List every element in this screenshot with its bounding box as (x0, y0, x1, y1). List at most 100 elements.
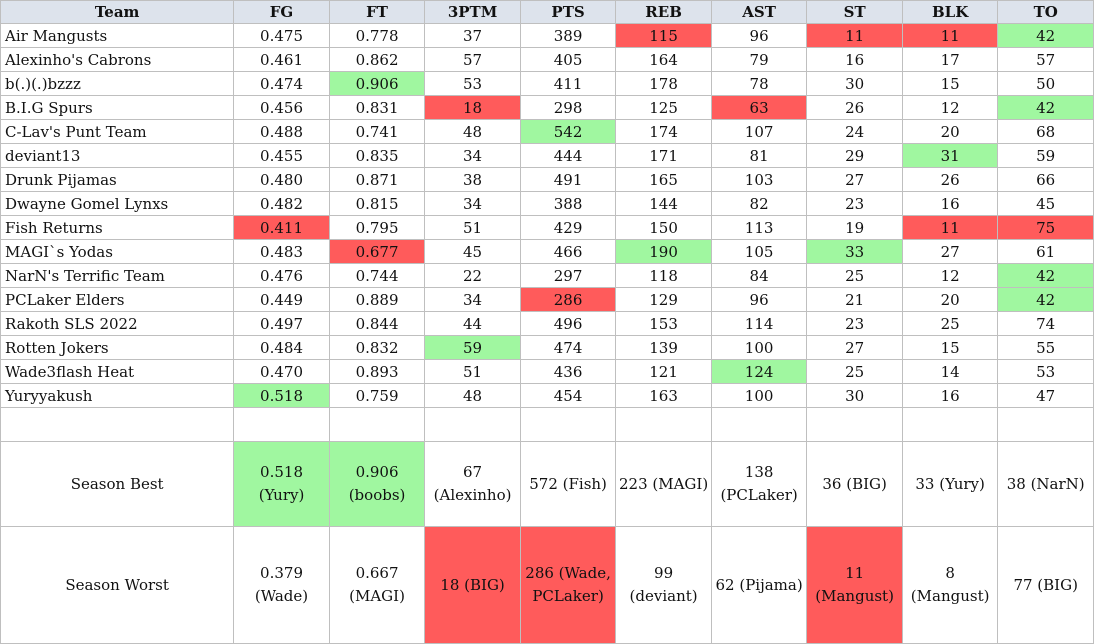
table-row: Fish Returns 0.411 0.795 51 429 150 113 19 11 75 (0, 215, 1094, 240)
stat-cell: 0.795 (328, 215, 426, 240)
stat-cell: 0.461 (233, 47, 330, 72)
stat-cell: 55 (997, 335, 1094, 360)
stat-cell: 105 (710, 239, 808, 264)
stat-cell: 45 (424, 239, 521, 264)
stat-cell: 286 (519, 287, 617, 312)
stat-cell: 0.455 (233, 143, 330, 168)
stat-cell: 178 (615, 71, 712, 96)
stat-cell: 78 (710, 71, 808, 96)
stat-cell: 0.677 (328, 239, 426, 264)
stat-cell: 129 (615, 287, 712, 312)
stat-cell: 68 (997, 119, 1094, 144)
season-worst-cell: 8 (Mangust) (901, 526, 999, 644)
stat-cell: 164 (615, 47, 712, 72)
team-name-cell: Air Mangusts (0, 23, 235, 48)
stat-cell: 0.893 (328, 359, 426, 384)
stat-cell: 171 (615, 143, 712, 168)
stat-cell: 33 (806, 239, 903, 264)
stat-cell: 59 (997, 143, 1094, 168)
column-header: BLK (901, 0, 999, 24)
table-row: deviant13 0.455 0.835 34 444 171 81 29 31 59 (0, 143, 1094, 168)
stat-cell: 20 (901, 287, 999, 312)
stat-cell: 27 (901, 239, 999, 264)
stat-cell: 15 (901, 71, 999, 96)
column-header: 3PTM (424, 0, 521, 24)
stat-cell: 20 (901, 119, 999, 144)
stat-cell: 436 (519, 359, 617, 384)
empty-cell (901, 407, 999, 442)
empty-cell (806, 407, 903, 442)
team-name-cell: Rotten Jokers (0, 335, 235, 360)
stat-cell: 405 (519, 47, 617, 72)
stat-cell: 0.815 (328, 191, 426, 216)
stat-cell: 0.456 (233, 95, 330, 120)
stat-cell: 0.871 (328, 167, 426, 192)
season-worst-row: Season Worst 0.379 (Wade) 0.667 (MAGI) 18 … (0, 526, 1094, 644)
stat-cell: 107 (710, 119, 808, 144)
stat-cell: 15 (901, 335, 999, 360)
column-header: FG (233, 0, 330, 24)
stat-cell: 298 (519, 95, 617, 120)
season-worst-cell: 99 (deviant) (615, 526, 712, 644)
column-header: FT (328, 0, 426, 24)
season-best-row: Season Best 0.518 (Yury) 0.906 (boobs) 67 … (0, 441, 1094, 527)
season-worst-cell: 0.667 (MAGI) (328, 526, 426, 644)
stat-cell: 48 (424, 383, 521, 408)
empty-cell (519, 407, 617, 442)
stat-cell: 42 (997, 23, 1094, 48)
stat-cell: 0.862 (328, 47, 426, 72)
column-header: TO (997, 0, 1094, 24)
stat-cell: 0.474 (233, 71, 330, 96)
column-header: PTS (519, 0, 617, 24)
stat-cell: 163 (615, 383, 712, 408)
stat-cell: 31 (901, 143, 999, 168)
stat-cell: 0.835 (328, 143, 426, 168)
team-name-cell: MAGI`s Yodas (0, 239, 235, 264)
team-name-cell: Alexinho's Cabrons (0, 47, 235, 72)
stat-cell: 59 (424, 335, 521, 360)
column-header: Team (0, 0, 235, 24)
season-worst-cell: 77 (BIG) (997, 526, 1094, 644)
season-best-label: Season Best (0, 441, 235, 527)
stat-cell: 12 (901, 95, 999, 120)
season-worst-cell: 286 (Wade, PCLaker) (519, 526, 617, 644)
season-best-cell: 36 (BIG) (806, 441, 903, 527)
team-name-cell: NarN's Terrific Team (0, 263, 235, 288)
season-worst-label: Season Worst (0, 526, 235, 644)
stat-cell: 444 (519, 143, 617, 168)
stat-cell: 16 (901, 191, 999, 216)
stat-cell: 25 (806, 263, 903, 288)
stat-cell: 96 (710, 23, 808, 48)
stat-cell: 34 (424, 191, 521, 216)
stat-cell: 0.889 (328, 287, 426, 312)
season-best-cell: 138 (PCLaker) (710, 441, 808, 527)
table-row: Dwayne Gomel Lynxs 0.482 0.815 34 388 144 82 23… (0, 191, 1094, 216)
stat-cell: 113 (710, 215, 808, 240)
stat-cell: 0.482 (233, 191, 330, 216)
header-row: Team FG FT 3PTM PTS REB AST ST BLK TO (0, 0, 1094, 24)
table-row: Air Mangusts 0.475 0.778 37 389 115 96 11 11 42 (0, 23, 1094, 48)
stat-cell: 0.475 (233, 23, 330, 48)
season-best-cell: 572 (Fish) (519, 441, 617, 527)
stat-cell: 81 (710, 143, 808, 168)
stat-cell: 0.741 (328, 119, 426, 144)
stat-cell: 0.778 (328, 23, 426, 48)
season-best-cell: 33 (Yury) (901, 441, 999, 527)
stat-cell: 0.411 (233, 215, 330, 240)
stat-cell: 114 (710, 311, 808, 336)
stat-cell: 57 (424, 47, 521, 72)
stat-cell: 0.449 (233, 287, 330, 312)
stat-cell: 103 (710, 167, 808, 192)
team-name-cell: Drunk Pijamas (0, 167, 235, 192)
season-worst-cell: 0.379 (Wade) (233, 526, 330, 644)
stat-cell: 82 (710, 191, 808, 216)
stat-cell: 96 (710, 287, 808, 312)
stat-cell: 153 (615, 311, 712, 336)
table-row: MAGI`s Yodas 0.483 0.677 45 466 190 105 33 27 61 (0, 239, 1094, 264)
stat-cell: 27 (806, 167, 903, 192)
season-best-cell: 0.518 (Yury) (233, 441, 330, 527)
season-best-cell: 0.906 (boobs) (328, 441, 426, 527)
stat-cell: 19 (806, 215, 903, 240)
stat-cell: 42 (997, 263, 1094, 288)
